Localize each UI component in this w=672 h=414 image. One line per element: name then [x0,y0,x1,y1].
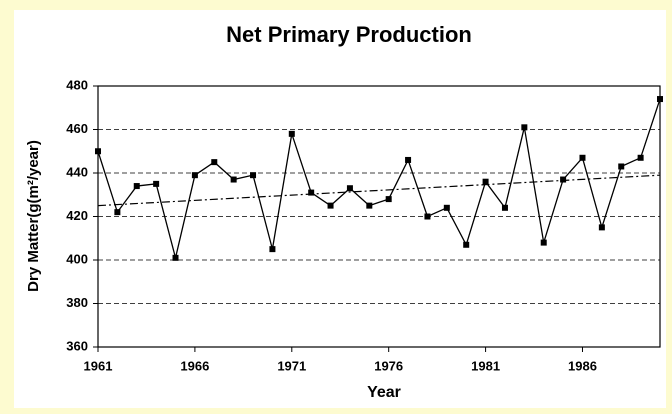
y-tick-label: 360 [66,338,88,353]
data-point [114,209,121,216]
data-point [366,202,373,209]
data-point [521,124,528,131]
x-tick-label: 1981 [471,358,500,373]
data-point [443,204,450,211]
y-tick-label: 420 [66,208,88,223]
data-point [308,189,315,196]
data-point [657,96,663,103]
data-point [637,154,644,161]
data-point [540,239,547,246]
data-point [133,183,140,190]
y-axis-label: Dry Matter(g(m²/year) [25,140,42,292]
data-point [501,204,508,211]
data-point [172,254,179,261]
data-point [288,130,295,137]
x-tick-label: 1976 [374,358,403,373]
x-tick-label: 1971 [277,358,306,373]
data-point [424,213,431,220]
data-point [153,180,160,187]
data-point [405,156,412,163]
data-point [269,246,276,253]
panel [14,10,666,408]
data-point [598,224,605,231]
data-point [250,172,257,179]
data-point [560,176,567,183]
data-point [482,178,489,185]
x-tick-label: 1986 [568,358,597,373]
trend-line [97,174,661,207]
y-tick-label: 460 [66,121,88,136]
data-line [97,98,661,258]
x-tick-label: 1966 [180,358,209,373]
data-point [463,241,470,248]
data-point [346,185,353,192]
data-point [191,172,198,179]
data-point [385,196,392,203]
data-point [230,176,237,183]
data-point [579,154,586,161]
data-point [95,148,101,155]
plot-frame [97,85,661,348]
y-tick-label: 480 [66,77,88,92]
y-tick-label: 380 [66,295,88,310]
data-point [618,163,625,170]
data-point [211,159,218,166]
chart-title: Net Primary Production [226,22,472,47]
x-tick-label: 1961 [84,358,113,373]
y-tick-label: 440 [66,164,88,179]
y-tick-label: 400 [66,251,88,266]
data-point [327,202,334,209]
x-axis-label: Year [367,384,401,401]
